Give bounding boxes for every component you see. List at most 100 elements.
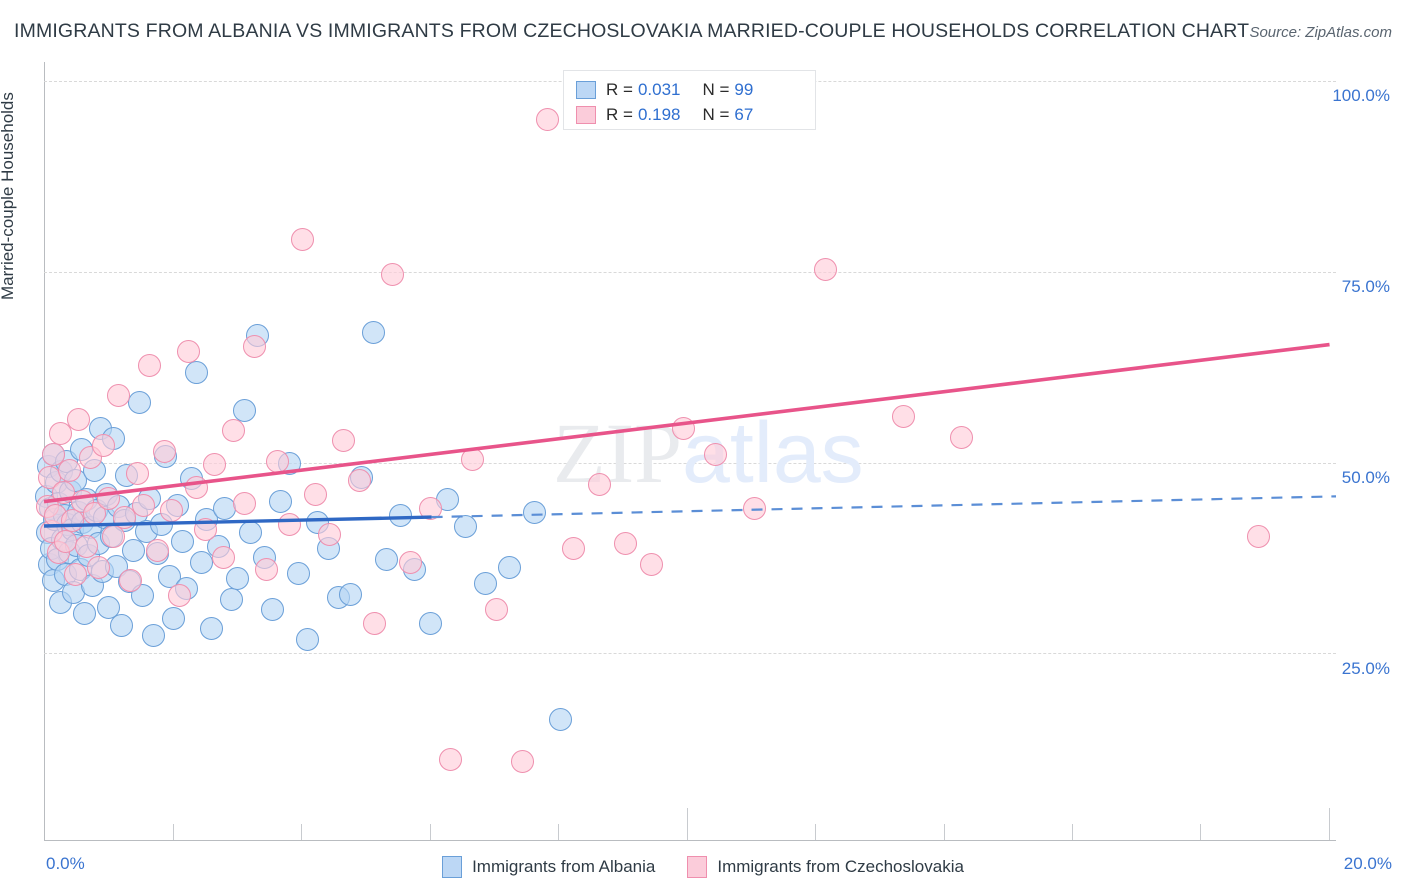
r-value-czechoslovakia: 0.198 [637, 104, 681, 124]
data-point-albania[interactable] [418, 612, 442, 636]
data-point-czechoslovakia[interactable] [1246, 524, 1270, 548]
data-point-albania[interactable] [184, 361, 208, 384]
trendline-albania-solid [43, 515, 432, 528]
data-point-albania[interactable] [474, 572, 498, 596]
data-point-czechoslovakia[interactable] [91, 434, 115, 458]
data-point-czechoslovakia[interactable] [277, 512, 301, 536]
data-point-albania[interactable] [131, 584, 155, 608]
data-point-albania[interactable] [226, 566, 250, 590]
data-point-albania[interactable] [389, 504, 413, 528]
data-point-albania[interactable] [523, 500, 547, 524]
data-point-albania[interactable] [338, 582, 362, 606]
x-tick-8 [1072, 824, 1073, 840]
data-point-albania[interactable] [287, 561, 311, 585]
data-point-czechoslovakia[interactable] [145, 538, 169, 562]
data-point-albania[interactable] [73, 601, 97, 625]
data-point-albania[interactable] [268, 490, 292, 514]
data-point-czechoslovakia[interactable] [536, 108, 560, 132]
data-point-czechoslovakia[interactable] [588, 472, 612, 496]
x-tick-6 [815, 824, 816, 840]
data-point-czechoslovakia[interactable] [613, 531, 637, 555]
data-point-czechoslovakia[interactable] [290, 228, 314, 252]
data-point-czechoslovakia[interactable] [363, 612, 387, 636]
data-point-albania[interactable] [549, 708, 573, 732]
data-point-czechoslovakia[interactable] [399, 551, 423, 575]
data-point-czechoslovakia[interactable] [152, 439, 176, 463]
data-point-czechoslovakia[interactable] [222, 418, 246, 442]
data-point-albania[interactable] [374, 547, 398, 571]
x-tick-1 [173, 824, 174, 840]
data-point-czechoslovakia[interactable] [107, 383, 131, 407]
data-point-czechoslovakia[interactable] [203, 453, 227, 477]
data-point-albania[interactable] [261, 598, 285, 622]
data-point-czechoslovakia[interactable] [75, 535, 99, 559]
y-tick-label-75: 75.0% [1341, 277, 1390, 296]
data-point-albania[interactable] [97, 596, 121, 620]
series-legend: Immigrants from Albania Immigrants from … [0, 856, 1406, 878]
data-point-czechoslovakia[interactable] [41, 442, 65, 466]
x-tick-3 [430, 824, 431, 840]
data-point-czechoslovakia[interactable] [254, 558, 278, 582]
data-point-czechoslovakia[interactable] [743, 497, 767, 521]
data-point-czechoslovakia[interactable] [704, 442, 728, 466]
data-point-albania[interactable] [361, 320, 385, 344]
data-point-albania[interactable] [200, 617, 224, 641]
data-point-czechoslovakia[interactable] [232, 491, 256, 515]
data-point-czechoslovakia[interactable] [57, 458, 81, 482]
data-point-czechoslovakia[interactable] [347, 469, 371, 493]
x-tick-label-max: 20.0% [1343, 854, 1392, 873]
data-point-czechoslovakia[interactable] [332, 429, 356, 453]
x-tick-7 [944, 824, 945, 840]
data-point-czechoslovakia[interactable] [562, 537, 586, 561]
y-tick-label-25: 25.0% [1341, 659, 1390, 678]
data-point-albania[interactable] [497, 556, 521, 580]
data-point-albania[interactable] [170, 530, 194, 554]
data-point-albania[interactable] [121, 538, 145, 562]
data-point-czechoslovakia[interactable] [119, 568, 143, 592]
data-point-czechoslovakia[interactable] [303, 483, 327, 507]
data-point-czechoslovakia[interactable] [212, 545, 236, 569]
legend-item-albania[interactable]: Immigrants from Albania [442, 856, 655, 878]
data-point-czechoslovakia[interactable] [439, 748, 463, 772]
data-point-czechoslovakia[interactable] [87, 556, 111, 580]
stats-row-czechoslovakia: R = 0.198 N = 67 [576, 102, 805, 127]
data-point-czechoslovakia[interactable] [49, 422, 73, 446]
y-tick-label-100: 100.0% [1332, 86, 1390, 105]
data-point-czechoslovakia[interactable] [131, 493, 155, 517]
data-point-albania[interactable] [110, 613, 134, 637]
data-point-albania[interactable] [161, 606, 185, 630]
data-point-albania[interactable] [453, 514, 477, 538]
trendline-albania-dashed [431, 495, 1337, 519]
n-value-czechoslovakia: 67 [734, 104, 754, 124]
data-point-czechoslovakia[interactable] [381, 263, 405, 287]
data-point-czechoslovakia[interactable] [484, 598, 508, 622]
legend-item-czechoslovakia[interactable]: Immigrants from Czechoslovakia [687, 856, 964, 878]
data-point-czechoslovakia[interactable] [891, 404, 915, 428]
r-label-albania: R = [606, 79, 633, 99]
data-point-albania[interactable] [142, 624, 166, 648]
data-point-czechoslovakia[interactable] [418, 497, 442, 521]
data-point-czechoslovakia[interactable] [949, 425, 973, 449]
data-point-czechoslovakia[interactable] [67, 408, 91, 432]
stats-row-albania: R = 0.031 N = 99 [576, 77, 805, 102]
source-label: Source: ZipAtlas.com [1249, 24, 1392, 41]
r-label-czechoslovakia: R = [606, 104, 633, 124]
data-point-albania[interactable] [128, 390, 152, 414]
data-point-czechoslovakia[interactable] [639, 552, 663, 576]
x-tick-10 [1329, 808, 1330, 840]
data-point-czechoslovakia[interactable] [125, 462, 149, 486]
data-point-czechoslovakia[interactable] [814, 258, 838, 282]
data-point-czechoslovakia[interactable] [160, 498, 184, 522]
data-point-albania[interactable] [296, 627, 320, 651]
data-point-czechoslovakia[interactable] [318, 523, 342, 547]
data-point-czechoslovakia[interactable] [176, 340, 200, 364]
data-point-czechoslovakia[interactable] [243, 334, 267, 358]
data-point-czechoslovakia[interactable] [138, 354, 162, 378]
albania-swatch-icon [576, 80, 596, 99]
data-point-albania[interactable] [232, 399, 256, 423]
data-point-czechoslovakia[interactable] [168, 584, 192, 608]
data-point-czechoslovakia[interactable] [64, 563, 88, 587]
data-point-czechoslovakia[interactable] [510, 750, 534, 773]
